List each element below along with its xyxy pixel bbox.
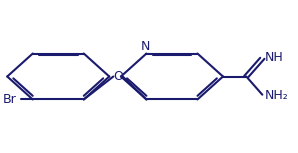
Text: N: N bbox=[140, 40, 150, 53]
Text: O: O bbox=[113, 70, 123, 83]
Text: Br: Br bbox=[3, 93, 17, 106]
Text: NH: NH bbox=[265, 51, 283, 64]
Text: NH₂: NH₂ bbox=[265, 89, 288, 102]
